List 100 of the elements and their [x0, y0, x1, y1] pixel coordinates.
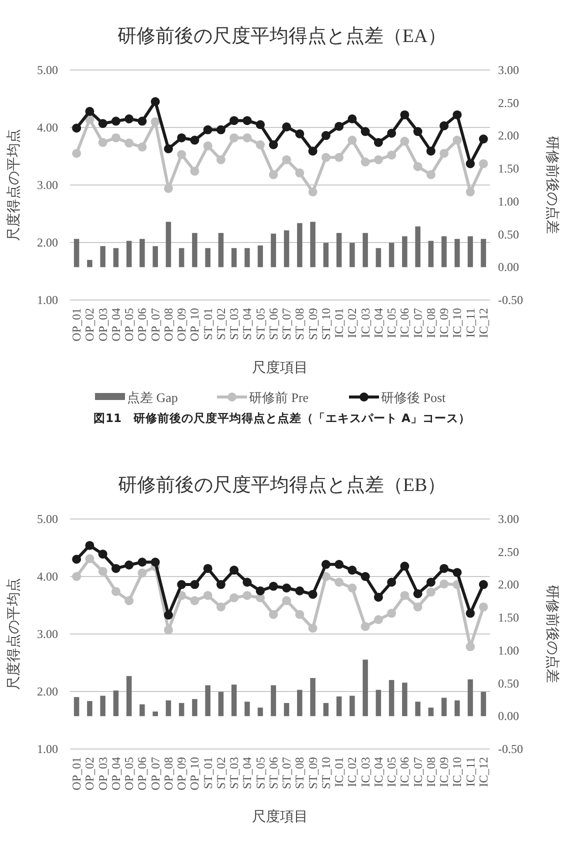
point — [164, 144, 173, 154]
y-axis-title: 尺度得点の平均点 — [6, 578, 22, 690]
point — [124, 596, 134, 606]
x-tick-label: ST_05 — [253, 308, 268, 340]
y2-tick-label: 2.50 — [498, 96, 519, 110]
bar — [87, 260, 92, 268]
point — [242, 578, 252, 587]
x-tick-label: ST_10 — [318, 757, 333, 790]
x-tick-label: ST_02 — [214, 308, 228, 340]
point — [230, 116, 239, 126]
point — [452, 568, 462, 577]
point — [321, 572, 330, 581]
x-tick-label: OP_01 — [70, 757, 84, 790]
bar — [310, 222, 316, 268]
bar — [192, 699, 198, 716]
point — [295, 168, 304, 178]
point — [124, 138, 134, 148]
bar — [323, 703, 329, 716]
point — [85, 540, 94, 550]
point — [216, 602, 226, 612]
legend-label: 研修前 Pre — [249, 390, 309, 405]
x-tick-label: ST_04 — [240, 757, 254, 790]
x-tick-label: OP_03 — [96, 308, 110, 342]
x-tick-label: IC_01 — [332, 308, 346, 338]
point — [400, 562, 410, 571]
x-tick-label: OP_02 — [82, 757, 97, 790]
y2-tick-label: 1.50 — [498, 610, 519, 625]
x-tick-label: ST_08 — [292, 308, 307, 340]
chart-title: 研修前後の尺度平均得点と点差（EA） — [117, 25, 447, 47]
x-tick-label: IC_03 — [358, 308, 372, 338]
point — [124, 560, 134, 570]
bar — [126, 676, 132, 716]
x-tick-label: IC_02 — [345, 757, 360, 787]
point — [466, 608, 475, 618]
point — [478, 580, 488, 590]
point — [138, 116, 147, 126]
bar — [454, 700, 460, 716]
x-tick-label: ST_05 — [253, 757, 268, 790]
x-tick-label: ST_02 — [214, 757, 228, 790]
point — [256, 140, 265, 150]
point — [360, 622, 370, 632]
point — [72, 124, 82, 133]
point — [72, 554, 82, 564]
y2-tick-label: 2.00 — [498, 128, 519, 143]
y-tick-label: 3.00 — [37, 178, 58, 192]
y2-tick-label: 1.00 — [498, 643, 519, 658]
x-tick-label: IC_05 — [384, 757, 399, 787]
bar — [244, 702, 250, 716]
x-tick-label: IC_12 — [476, 308, 490, 338]
x-tick-label: IC_11 — [463, 308, 478, 338]
x-tick-label: OP_04 — [108, 308, 123, 342]
point — [282, 155, 292, 164]
bar — [388, 680, 394, 716]
point — [466, 187, 475, 196]
point — [440, 121, 449, 130]
point — [111, 116, 120, 126]
point — [124, 114, 134, 124]
point — [387, 150, 396, 160]
point — [242, 133, 252, 142]
point — [360, 127, 370, 136]
bar — [323, 242, 329, 268]
point — [400, 590, 410, 600]
point — [282, 584, 292, 592]
point — [242, 590, 252, 600]
y2-tick-label: 1.50 — [498, 162, 519, 176]
point — [216, 580, 226, 590]
point — [440, 579, 449, 588]
x-tick-label: ST_06 — [266, 308, 280, 340]
point — [190, 596, 200, 606]
point — [268, 582, 278, 591]
point — [150, 97, 160, 106]
y2-tick-label: 0.50 — [498, 676, 519, 690]
point — [478, 159, 488, 168]
y2-tick-label: 0.50 — [498, 227, 519, 242]
x-tick-label: IC_08 — [424, 308, 438, 338]
x-tick-label: OP_08 — [161, 757, 176, 790]
x-tick-label: OP_07 — [148, 757, 162, 790]
bar — [231, 248, 237, 268]
y2-tick-label: 2.50 — [498, 544, 519, 559]
x-tick-label: IC_02 — [345, 308, 360, 338]
point — [426, 578, 436, 587]
y-tick-label: 4.00 — [37, 120, 58, 134]
bar — [350, 242, 355, 268]
bar — [218, 232, 224, 268]
point — [387, 128, 396, 138]
x-tick-label: IC_01 — [332, 757, 346, 787]
y-tick-label: 1.00 — [37, 293, 58, 307]
x-tick-label: OP_06 — [135, 757, 150, 790]
bar — [270, 234, 276, 268]
bar — [284, 230, 290, 268]
bar — [113, 690, 119, 716]
bar — [468, 679, 473, 716]
legend-label: 研修後 Post — [381, 390, 446, 405]
point — [440, 148, 449, 158]
bar — [297, 690, 302, 716]
x-tick-label: IC_05 — [384, 308, 399, 338]
bar — [87, 701, 92, 716]
point — [177, 150, 186, 160]
x-tick-label: IC_04 — [371, 757, 386, 787]
point — [268, 140, 278, 150]
